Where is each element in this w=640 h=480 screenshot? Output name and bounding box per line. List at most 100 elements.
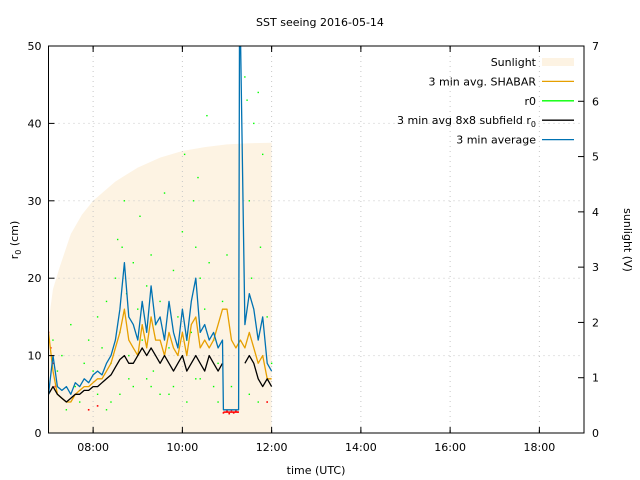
r0-point: [253, 122, 255, 125]
red-point: [226, 410, 228, 413]
r0-point: [190, 331, 192, 334]
r0-point: [159, 393, 161, 395]
r0-point: [150, 254, 152, 256]
r0-point: [168, 347, 170, 349]
r0-point: [192, 200, 195, 202]
r0-point: [137, 308, 139, 310]
r0-point: [195, 246, 197, 248]
r0-point: [197, 176, 199, 179]
y2-tick-label: 7: [592, 40, 599, 53]
r0-point: [212, 385, 215, 388]
r0-point: [262, 153, 264, 156]
r0-point: [70, 323, 72, 326]
legend-label: Sunlight: [491, 56, 537, 69]
legend-swatch-sunlight: [542, 58, 574, 66]
x-tick-label: 18:00: [524, 441, 556, 454]
r0-point: [195, 378, 197, 380]
x-tick-label: 16:00: [434, 441, 466, 454]
r0-point: [141, 339, 143, 341]
y2-tick-label: 0: [592, 427, 599, 440]
r0-point: [270, 362, 273, 365]
r0-point: [244, 76, 246, 78]
r0-point: [248, 200, 251, 202]
r0-point: [172, 385, 175, 388]
x-tick-label: 12:00: [256, 441, 288, 454]
red-point: [87, 408, 90, 411]
r0-point: [145, 378, 148, 380]
r0-point: [123, 200, 126, 202]
points-layer: [48, 76, 273, 415]
r0-point: [159, 300, 161, 303]
r0-point: [230, 385, 233, 388]
r0-point: [206, 114, 208, 117]
r0-point: [119, 393, 121, 395]
r0-point: [96, 393, 99, 395]
y2-tick-label: 4: [592, 206, 599, 219]
y-tick-label: 30: [28, 195, 42, 208]
legend-label: r0: [524, 95, 536, 108]
series-line-3-min-avg-shabar: [48, 308, 272, 403]
r0-point: [221, 300, 224, 303]
r0-point: [248, 393, 251, 395]
r0-point: [145, 285, 148, 287]
r0-point: [177, 316, 179, 318]
r0-point: [203, 308, 206, 310]
red-point: [230, 409, 233, 412]
r0-point: [217, 362, 219, 365]
x-tick-label: 10:00: [167, 441, 199, 454]
r0-point: [101, 347, 103, 349]
r0-point: [110, 401, 112, 403]
r0-point: [128, 354, 130, 357]
r0-point: [257, 401, 259, 403]
r0-point: [250, 277, 253, 279]
y2-tick-label: 5: [592, 151, 599, 164]
r0-point: [79, 401, 81, 403]
r0-point: [61, 354, 63, 357]
r0-point: [226, 254, 228, 256]
y-axis-label-main: r: [8, 254, 21, 259]
r0-point: [217, 401, 219, 403]
r0-point: [96, 316, 99, 318]
r0-point: [168, 393, 170, 395]
r0-point: [208, 262, 210, 264]
r0-point: [74, 385, 76, 388]
r0-point: [116, 238, 119, 241]
y-tick-label: 40: [28, 117, 42, 130]
x-axis-label: time (UTC): [287, 464, 346, 477]
r0-point: [121, 246, 123, 248]
r0-point: [87, 339, 90, 341]
y2-axis-label: sunlight (V): [621, 208, 634, 272]
r0-point: [172, 269, 175, 272]
y-axis-label-rest: (cm): [8, 221, 21, 250]
y-tick-label: 20: [28, 272, 42, 285]
y-axis-label-sub: 0: [14, 250, 23, 255]
r0-point: [56, 370, 59, 372]
x-tick-label: 08:00: [77, 441, 109, 454]
r0-point: [105, 300, 108, 303]
sunlight-area: [48, 142, 272, 433]
axes-layer: 08:00 10:00 12:00 14:00 16:00 18:000102030405…: [28, 40, 600, 454]
r0-point: [150, 385, 152, 388]
r0-point: [83, 362, 85, 365]
legend: Sunlight 3 min avg. SHABAR r0 3 min avg 8x8…: [397, 56, 574, 147]
r0-point: [65, 409, 68, 411]
legend-label: 3 min avg 8x8 subfield r0: [397, 114, 536, 129]
r0-point: [181, 231, 184, 233]
legend-label-sub: 0: [531, 120, 536, 129]
red-point: [266, 401, 268, 403]
r0-point: [92, 370, 94, 372]
r0-point: [52, 339, 54, 341]
r0-point: [186, 401, 188, 403]
r0-point: [183, 153, 186, 156]
lines-layer: [48, 46, 273, 411]
r0-point: [139, 215, 141, 217]
legend-label: 3 min average: [456, 134, 536, 147]
r0-point: [128, 378, 130, 380]
sunlight-fill-layer: [48, 142, 272, 433]
r0-point: [257, 91, 259, 94]
red-point: [222, 412, 225, 414]
r0-point: [152, 370, 155, 372]
r0-point: [132, 262, 134, 264]
red-point: [235, 410, 237, 413]
